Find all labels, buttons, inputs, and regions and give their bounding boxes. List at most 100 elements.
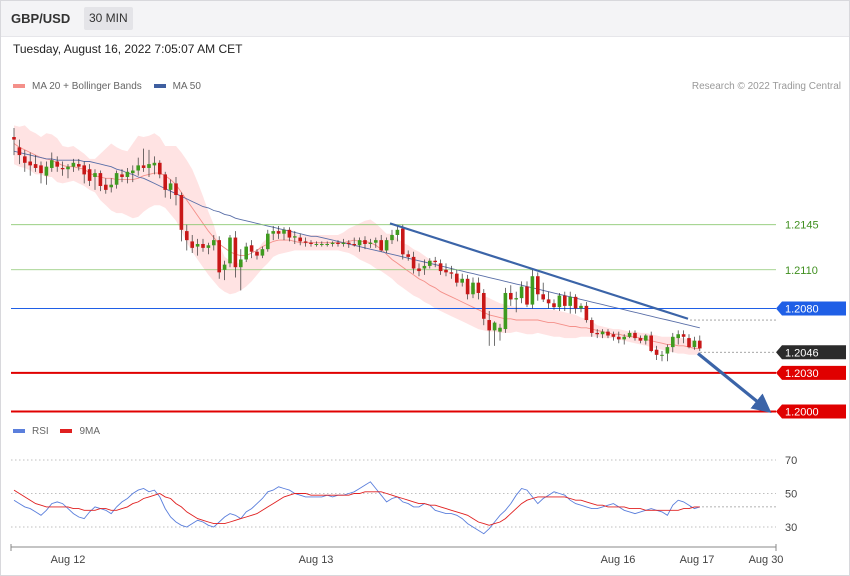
candle-body [606,331,610,336]
candle-body [611,334,616,337]
candle-body [541,294,545,300]
candle-body [428,260,432,266]
candle-body [374,240,378,243]
downtrend-line [389,222,689,320]
candle-body [438,263,443,272]
candle-body [390,234,394,241]
candle-body [222,264,227,270]
candle-body [676,334,680,339]
candle-body [336,242,340,244]
candle-body [444,269,448,273]
candle-body [98,173,103,186]
price-tag-1-2000 [776,404,846,419]
candle-body [449,272,454,274]
legend-item-ma20: MA 20 + Bollinger Bands [13,81,142,92]
legend-item-rsi: RSI [13,426,49,437]
candle-body [244,246,248,260]
projection-arrow [696,352,772,414]
price-tag-1-2030 [776,365,846,380]
candle-body [141,165,146,168]
candle-body [168,183,173,190]
candle-body [325,244,329,245]
candle-body [600,331,605,335]
candle-body [147,164,151,168]
rsi-tick-label-50: 50 [785,489,797,501]
candle-body [163,174,167,190]
candle-body [12,137,16,140]
candle-body [465,278,470,295]
bollinger-band [14,125,700,355]
candle-body [120,174,124,177]
candle-body [266,233,270,250]
candle-body [514,298,518,300]
candle-body [33,164,38,168]
candle-body [401,228,405,255]
candle-body [649,335,653,351]
price-level-label-1-2046: 1.2046 [785,347,819,359]
candle-body [422,265,427,269]
candle-body [665,347,670,354]
candle-body [276,231,281,234]
candle-body [546,299,551,304]
candle-body [179,195,184,230]
candle-body [347,242,351,244]
candle-body [590,320,594,333]
ma50-swatch [153,84,166,89]
candle-body [595,332,599,335]
candle-body [271,231,275,234]
candle-body [519,286,524,299]
candle-body [320,244,324,245]
candle-body [568,296,572,306]
candle-body [82,165,86,175]
ma20-line [13,143,700,349]
candle-body [125,171,130,177]
candle-body [471,282,475,295]
candle-body [352,244,356,246]
candle-body [379,240,383,251]
candle-body [201,244,205,248]
candle-body [71,162,76,167]
candle-body [617,336,621,340]
candle-body [654,349,659,355]
candle-body [509,292,513,300]
rsi-series-rsi [13,481,700,535]
rsi-tick-label-30: 30 [785,522,797,534]
price-tag-1-2046 [776,345,846,360]
9ma-swatch [60,429,73,434]
price-level-label-1-2080: 1.2080 [785,303,819,315]
rsi-legend: RSI 9MA [13,426,100,437]
candle-body [282,229,286,234]
timestamp: Tuesday, August 16, 2022 7:05:07 AM CET [13,42,243,56]
candle-body [406,254,410,257]
legend-item-ma50: MA 50 [153,81,201,92]
candle-body [660,354,664,356]
candle-body [492,322,497,331]
candle-body [239,259,243,268]
candle-body [195,244,200,247]
timeframe-button[interactable]: 30 MIN [84,7,133,30]
price-tag-1-2080 [776,301,846,316]
candle-body [114,173,119,185]
main-legend: MA 20 + Bollinger Bands MA 50 [13,81,201,92]
legend-label-rsi: RSI [32,426,49,437]
rsi-swatch [13,429,25,434]
candle-body [411,256,416,269]
price-level-label-1-2145: 1.2145 [785,220,819,232]
price-level-label-1-2000: 1.2000 [785,407,819,419]
candle-body [584,305,589,321]
legend-label-ma50: MA 50 [172,81,201,92]
x-tick-label: Aug 30 [749,554,784,566]
candle-body [303,241,308,243]
candle-body [314,244,319,245]
candle-body [190,241,194,248]
candle-body [644,335,648,341]
x-tick-label: Aug 16 [601,554,636,566]
candle-body [233,237,238,268]
candle-body [368,242,373,244]
candle-body [395,229,400,235]
candle-body [287,229,292,238]
candle-body [633,332,637,339]
copyright-note: Research © 2022 Trading Central [691,81,841,92]
candle-body [131,170,135,174]
candle-body [109,184,113,188]
